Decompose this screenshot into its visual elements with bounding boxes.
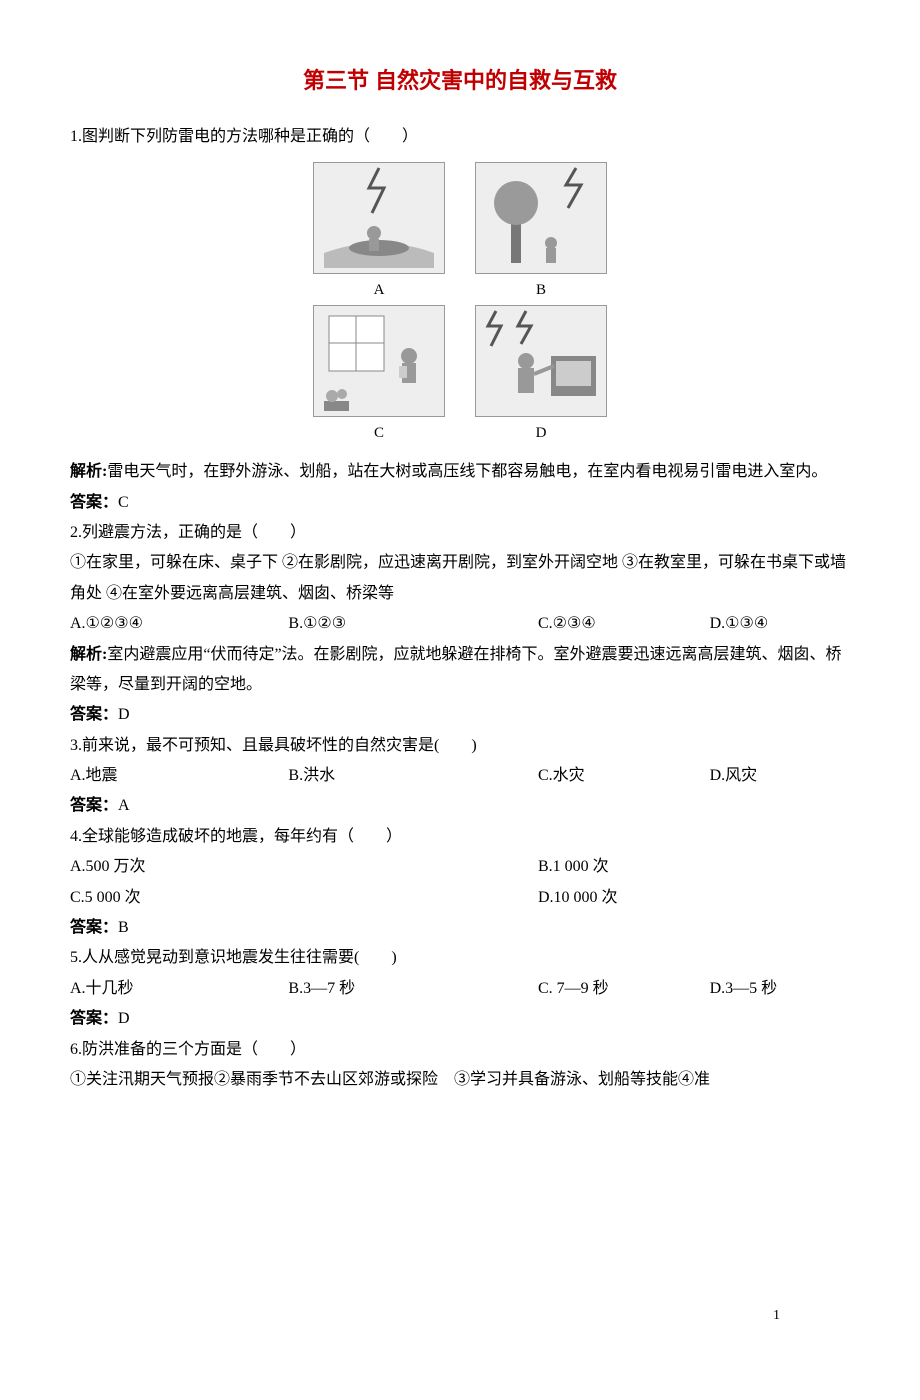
q4-options-row1: A.500 万次 B.1 000 次 [70, 852, 850, 882]
q3-opt-b: B.洪水 [288, 761, 538, 791]
q2-explain: 解析:室内避震应用“伏而待定”法。在影剧院，应就地躲避在排椅下。室外避震要迅速远… [70, 640, 850, 701]
q1-answer: 答案：C [70, 488, 850, 518]
q5-answer-label: 答案： [70, 1010, 118, 1027]
q1-explain-label: 解析: [70, 463, 107, 480]
q4-options-row2: C.5 000 次 D.10 000 次 [70, 883, 850, 913]
q2-answer: 答案：D [70, 700, 850, 730]
section-title: 第三节 自然灾害中的自救与互救 [70, 60, 850, 102]
q2-opt-d: D.①③④ [710, 609, 850, 639]
q1-stem: 1.图判断下列防雷电的方法哪种是正确的（ ） [70, 122, 850, 152]
q1-explain-text: 雷电天气时，在野外游泳、划船，站在大树或高压线下都容易触电，在室内看电视易引雷电… [107, 463, 827, 480]
q1-image-a [313, 162, 445, 274]
q1-explain: 解析:雷电天气时，在野外游泳、划船，站在大树或高压线下都容易触电，在室内看电视易… [70, 457, 850, 487]
q5-options: A.十几秒 B.3—7 秒 C. 7—9 秒 D.3—5 秒 [70, 974, 850, 1004]
q4-opt-a: A.500 万次 [70, 852, 538, 882]
q2-stem: 2.列避震方法，正确的是（ ） [70, 518, 850, 548]
q6-stem: 6.防洪准备的三个方面是（ ） [70, 1035, 850, 1065]
q4-answer-label: 答案： [70, 919, 118, 936]
page-number: 1 [773, 1303, 780, 1330]
q1-label-c: C [374, 419, 384, 448]
q4-opt-c: C.5 000 次 [70, 883, 538, 913]
q1-answer-label: 答案： [70, 494, 118, 511]
q6-desc: ①关注汛期天气预报②暴雨季节不去山区郊游或探险 ③学习并具备游泳、划船等技能④准 [70, 1065, 850, 1095]
q3-answer-label: 答案： [70, 797, 118, 814]
q1-images: A B C D [70, 162, 850, 447]
q1-label-a: A [374, 276, 385, 305]
q2-opt-c: C.②③④ [538, 609, 710, 639]
q3-answer-value: A [118, 797, 130, 814]
q4-answer: 答案：B [70, 913, 850, 943]
q5-opt-b: B.3—7 秒 [288, 974, 538, 1004]
q4-opt-d: D.10 000 次 [538, 883, 850, 913]
q4-answer-value: B [118, 919, 129, 936]
q1-answer-value: C [118, 494, 129, 511]
q4-opt-b: B.1 000 次 [538, 852, 850, 882]
q5-answer: 答案：D [70, 1004, 850, 1034]
q3-options: A.地震 B.洪水 C.水灾 D.风灾 [70, 761, 850, 791]
q1-label-d: D [536, 419, 547, 448]
q5-opt-c: C. 7—9 秒 [538, 974, 710, 1004]
q1-image-d [475, 305, 607, 417]
q2-answer-label: 答案： [70, 706, 118, 723]
q1-image-b [475, 162, 607, 274]
q3-answer: 答案：A [70, 791, 850, 821]
q5-opt-d: D.3—5 秒 [710, 974, 850, 1004]
q1-label-b: B [536, 276, 546, 305]
q2-desc: ①在家里，可躲在床、桌子下 ②在影剧院，应迅速离开剧院，到室外开阔空地 ③在教室… [70, 548, 850, 609]
q2-explain-label: 解析: [70, 646, 107, 663]
q3-opt-c: C.水灾 [538, 761, 710, 791]
q5-stem: 5.人从感觉晃动到意识地震发生往往需要( ) [70, 943, 850, 973]
q3-stem: 3.前来说，最不可预知、且最具破坏性的自然灾害是( ) [70, 731, 850, 761]
q1-image-c [313, 305, 445, 417]
q2-answer-value: D [118, 706, 130, 723]
q2-explain-text: 室内避震应用“伏而待定”法。在影剧院，应就地躲避在排椅下。室外避震要迅速远离高层… [70, 646, 842, 693]
q5-answer-value: D [118, 1010, 130, 1027]
q3-opt-a: A.地震 [70, 761, 288, 791]
q5-opt-a: A.十几秒 [70, 974, 288, 1004]
q2-opt-a: A.①②③④ [70, 609, 288, 639]
q2-options: A.①②③④ B.①②③ C.②③④ D.①③④ [70, 609, 850, 639]
q2-opt-b: B.①②③ [288, 609, 538, 639]
q4-stem: 4.全球能够造成破坏的地震，每年约有（ ） [70, 822, 850, 852]
q3-opt-d: D.风灾 [710, 761, 850, 791]
